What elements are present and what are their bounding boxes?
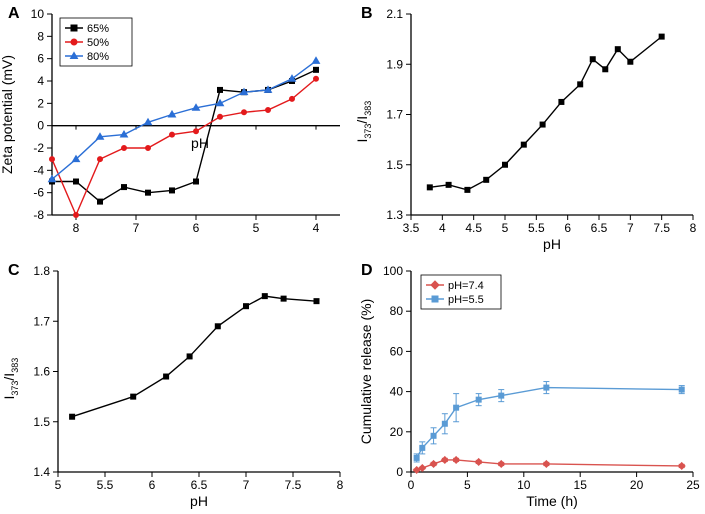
svg-text:8: 8 <box>73 221 80 235</box>
series-line <box>429 37 661 190</box>
svg-text:8: 8 <box>37 29 44 43</box>
panel-letter: A <box>8 5 20 22</box>
series-line <box>72 296 316 417</box>
svg-text:1.8: 1.8 <box>33 264 50 278</box>
svg-text:-6: -6 <box>33 186 44 200</box>
y-axis-label: Zeta potential (mV) <box>0 55 15 174</box>
svg-text:25: 25 <box>686 478 700 492</box>
legend-label: 50% <box>87 37 109 49</box>
svg-text:5.5: 5.5 <box>97 478 114 492</box>
svg-text:10: 10 <box>517 478 531 492</box>
svg-text:5: 5 <box>464 478 471 492</box>
x-axis-label: Time (h) <box>526 493 578 509</box>
legend-label: pH=5.5 <box>448 294 484 306</box>
legend-label: 65% <box>87 23 109 35</box>
svg-text:7.5: 7.5 <box>285 478 302 492</box>
svg-text:4: 4 <box>37 74 44 88</box>
panel-letter: B <box>361 5 373 22</box>
svg-text:7: 7 <box>243 478 250 492</box>
svg-text:-2: -2 <box>33 141 44 155</box>
svg-text:1.7: 1.7 <box>33 314 50 328</box>
svg-text:100: 100 <box>382 264 402 278</box>
svg-text:15: 15 <box>573 478 587 492</box>
svg-text:1.3: 1.3 <box>386 208 403 222</box>
y-axis-label: I373/I383 <box>354 101 373 143</box>
svg-text:0: 0 <box>396 465 403 479</box>
svg-text:80: 80 <box>389 304 403 318</box>
series-line <box>52 70 316 202</box>
svg-text:20: 20 <box>629 478 643 492</box>
panel-letter: D <box>361 262 373 279</box>
svg-text:0: 0 <box>407 478 414 492</box>
chart-grid: A 8 7 6 5 4 -8 -6 -4 -2 0 2 4 6 8 10 pH Zeta potential (m… <box>0 0 705 514</box>
svg-text:7: 7 <box>626 221 633 235</box>
svg-text:8: 8 <box>337 478 344 492</box>
svg-text:40: 40 <box>389 385 403 399</box>
svg-text:1.5: 1.5 <box>33 415 50 429</box>
svg-text:4: 4 <box>438 221 445 235</box>
x-axis-label: pH <box>543 236 561 252</box>
svg-text:1.4: 1.4 <box>33 465 50 479</box>
svg-text:2.1: 2.1 <box>386 7 403 21</box>
svg-text:4: 4 <box>313 221 320 235</box>
svg-text:1.6: 1.6 <box>33 365 50 379</box>
legend-label: 80% <box>87 51 109 63</box>
svg-text:6: 6 <box>149 478 156 492</box>
svg-text:5: 5 <box>55 478 62 492</box>
panel-d: D 0 5 10 15 20 25 0 20 40 60 80 100 Time (h) Cumulativ… <box>353 257 705 514</box>
svg-text:-4: -4 <box>33 163 44 177</box>
y-axis-label: Cumulative release (%) <box>358 299 374 445</box>
svg-text:3.5: 3.5 <box>402 221 419 235</box>
svg-text:8: 8 <box>689 221 696 235</box>
svg-text:1.9: 1.9 <box>386 57 403 71</box>
y-axis-label: I373/I383 <box>1 358 20 400</box>
svg-text:1.7: 1.7 <box>386 108 403 122</box>
svg-text:-8: -8 <box>33 208 44 222</box>
svg-text:5: 5 <box>501 221 508 235</box>
svg-text:1.5: 1.5 <box>386 158 403 172</box>
svg-text:5.5: 5.5 <box>527 221 544 235</box>
svg-text:6.5: 6.5 <box>590 221 607 235</box>
svg-text:6: 6 <box>193 221 200 235</box>
svg-text:6.5: 6.5 <box>191 478 208 492</box>
svg-text:10: 10 <box>31 7 45 21</box>
svg-text:20: 20 <box>389 425 403 439</box>
svg-text:0: 0 <box>37 119 44 133</box>
svg-text:60: 60 <box>389 344 403 358</box>
panel-c: C 5 5.5 6 6.5 7 7.5 8 1.4 1.5 1.6 1.7 1.8 pH I373/I383 <box>0 257 353 514</box>
svg-text:6: 6 <box>564 221 571 235</box>
svg-text:4.5: 4.5 <box>465 221 482 235</box>
panel-letter: C <box>8 262 20 279</box>
series-line <box>52 61 316 179</box>
legend-label: pH=7.4 <box>448 280 484 292</box>
svg-text:7.5: 7.5 <box>653 221 670 235</box>
panel-b: B 3.5 4 4.5 5 5.5 6 6.5 7 7.5 8 1.3 1.5 1.7 1.9 2.1 pH I3… <box>353 0 705 257</box>
panel-a: A87654-8-6-4-20246810pHZeta potential (m… <box>0 0 353 257</box>
x-axis-label: pH <box>190 493 208 509</box>
svg-text:7: 7 <box>133 221 140 235</box>
svg-text:5: 5 <box>253 221 260 235</box>
svg-text:6: 6 <box>37 52 44 66</box>
svg-text:2: 2 <box>37 96 44 110</box>
